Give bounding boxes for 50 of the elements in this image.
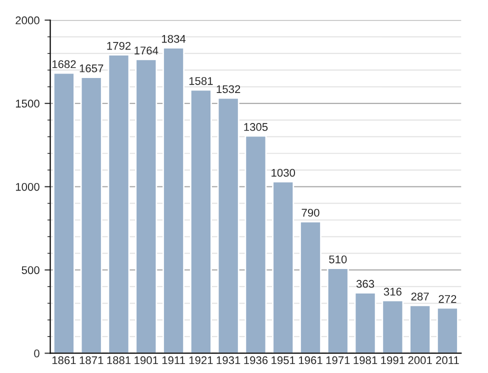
x-tick-label: 1981: [354, 356, 378, 364]
x-tick-label: 1931: [216, 356, 240, 364]
x-tick-label: 2001: [408, 356, 432, 364]
bar: [409, 304, 432, 354]
x-tick-label: 1971: [326, 356, 350, 364]
data-label: 1764: [134, 46, 158, 54]
x-tick-label: 2011: [436, 356, 459, 364]
y-tick-label: 0: [34, 350, 40, 358]
data-label: 363: [356, 280, 374, 288]
y-tick-label: 500: [22, 266, 40, 274]
y-tick-label: 1500: [16, 100, 40, 108]
data-label: 287: [411, 292, 429, 300]
x-tick-label: 1991: [381, 356, 404, 364]
data-label: 790: [302, 208, 320, 217]
data-label: 1030: [272, 168, 296, 177]
data-label: 1581: [189, 77, 213, 85]
data-label: 316: [384, 288, 402, 296]
data-label: 1532: [216, 85, 240, 94]
bar: [52, 72, 75, 354]
x-tick-label: 1881: [107, 356, 131, 364]
bar: [354, 292, 376, 354]
bar: [80, 76, 102, 354]
x-tick-label: 1901: [134, 356, 158, 364]
x-tick-label: 1911: [162, 356, 185, 364]
data-label: 510: [329, 255, 347, 264]
bar: [190, 89, 212, 354]
bar: [162, 47, 184, 354]
x-tick-label: 1951: [272, 356, 295, 364]
bar: [436, 307, 458, 354]
x-tick-label: 1921: [189, 356, 213, 364]
bar: [272, 180, 294, 354]
bar: [300, 220, 322, 354]
y-tick-label: 1000: [16, 182, 40, 191]
bar: [382, 300, 404, 354]
data-label: 1305: [244, 123, 268, 131]
bar: [244, 135, 267, 354]
bar: [217, 97, 240, 354]
data-label: 272: [438, 295, 456, 303]
bar: [326, 268, 349, 354]
data-label: 1792: [107, 42, 131, 50]
bar: [108, 54, 130, 354]
x-tick-label: 1871: [80, 356, 104, 364]
data-label: 1657: [80, 64, 104, 72]
x-tick-label: 1961: [298, 356, 322, 364]
data-label: 1682: [52, 60, 76, 68]
x-tick-label: 1861: [52, 356, 76, 364]
x-tick-label: 1936: [244, 356, 268, 364]
data-label: 1834: [162, 34, 186, 43]
bar: [135, 58, 158, 354]
y-tick-label: 2000: [16, 16, 40, 24]
